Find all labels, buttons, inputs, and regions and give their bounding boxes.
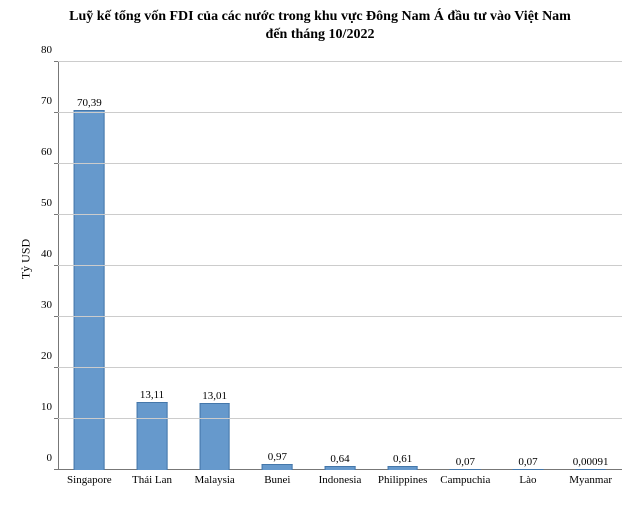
grid-line [58, 112, 622, 113]
bar-slot: 70,39Singapore [58, 62, 121, 470]
grid-line [58, 418, 622, 419]
y-tick-label: 0 [47, 452, 59, 464]
bar-slot: 0,00091Myanmar [559, 62, 622, 470]
x-tick-label: Singapore [67, 474, 112, 486]
y-tick-label: 60 [41, 146, 58, 158]
bar [74, 110, 105, 470]
y-tick-mark [54, 367, 58, 368]
bar-value-label: 13,01 [202, 390, 227, 402]
y-tick-mark [54, 112, 58, 113]
y-tick-mark [54, 316, 58, 317]
bars-container: 70,39Singapore13,11Thái Lan13,01Malaysia… [58, 62, 622, 470]
y-tick-label: 30 [41, 299, 58, 311]
grid-line [58, 367, 622, 368]
bar-slot: 0,07Campuchia [434, 62, 497, 470]
bar [199, 403, 230, 470]
y-tick-mark [54, 418, 58, 419]
y-tick-label: 40 [41, 248, 58, 260]
x-tick-label: Malaysia [194, 474, 234, 486]
bar-value-label: 70,39 [77, 97, 102, 109]
y-tick-mark [54, 469, 58, 470]
x-tick-label: Campuchia [440, 474, 490, 486]
grid-line [58, 265, 622, 266]
y-tick-mark [54, 163, 58, 164]
bar [387, 466, 418, 470]
bar [513, 469, 544, 470]
x-tick-label: Lào [519, 474, 536, 486]
bar-value-label: 0,07 [518, 456, 537, 468]
chart-title: Luỹ kế tổng vốn FDI của các nước trong k… [0, 8, 640, 43]
grid-line [58, 214, 622, 215]
bar [450, 469, 481, 470]
y-tick-label: 70 [41, 95, 58, 107]
bar-value-label: 0,61 [393, 453, 412, 465]
bar-slot: 0,97Bunei [246, 62, 309, 470]
bar-slot: 13,11Thái Lan [121, 62, 184, 470]
y-tick-label: 10 [41, 401, 58, 413]
x-tick-label: Philippines [378, 474, 428, 486]
bar [262, 464, 293, 470]
grid-line [58, 316, 622, 317]
bar [325, 466, 356, 470]
x-tick-label: Thái Lan [132, 474, 172, 486]
bar [137, 402, 168, 470]
bar-slot: 0,61Philippines [371, 62, 434, 470]
y-tick-mark [54, 214, 58, 215]
y-tick-label: 50 [41, 197, 58, 209]
x-tick-label: Bunei [264, 474, 290, 486]
bar-value-label: 0,97 [268, 451, 287, 463]
fdi-bar-chart: Luỹ kế tổng vốn FDI của các nước trong k… [0, 0, 640, 518]
bar-slot: 0,64Indonesia [309, 62, 372, 470]
bar-slot: 0,07Lào [497, 62, 560, 470]
bar-value-label: 0,00091 [573, 456, 609, 468]
y-axis-label: Tỷ USD [19, 239, 34, 279]
bar-value-label: 13,11 [140, 389, 164, 401]
y-tick-label: 80 [41, 44, 58, 56]
y-tick-mark [54, 61, 58, 62]
bar-value-label: 0,64 [330, 453, 349, 465]
x-tick-label: Myanmar [569, 474, 612, 486]
grid-line [58, 163, 622, 164]
bar [575, 469, 606, 470]
bar-value-label: 0,07 [456, 456, 475, 468]
y-tick-mark [54, 265, 58, 266]
grid-line [58, 61, 622, 62]
x-tick-label: Indonesia [319, 474, 362, 486]
y-tick-label: 20 [41, 350, 58, 362]
chart-plot-area: 70,39Singapore13,11Thái Lan13,01Malaysia… [58, 62, 622, 470]
bar-slot: 13,01Malaysia [183, 62, 246, 470]
